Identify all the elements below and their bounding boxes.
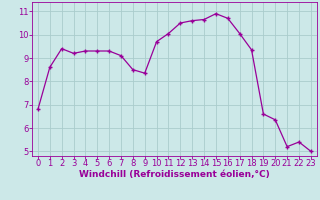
X-axis label: Windchill (Refroidissement éolien,°C): Windchill (Refroidissement éolien,°C) [79,170,270,179]
